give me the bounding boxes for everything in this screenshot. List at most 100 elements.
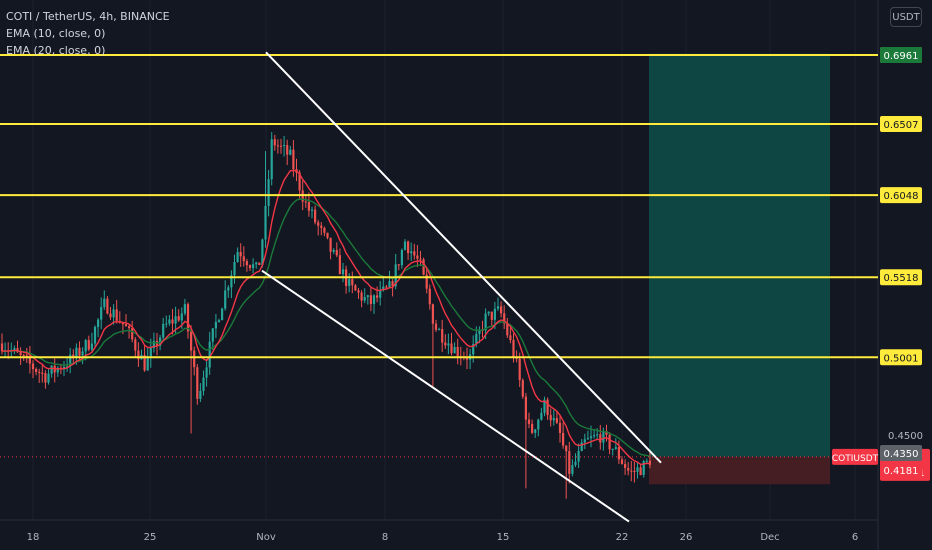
candle-body (239, 251, 242, 257)
level-label-box (880, 349, 922, 366)
candle-body (568, 451, 571, 474)
candle-body (124, 324, 128, 327)
candle-body (397, 264, 400, 266)
candle-body (31, 363, 35, 370)
target-zone[interactable] (649, 53, 830, 457)
candle-body (500, 306, 503, 314)
candle-body (171, 319, 174, 324)
currency-unit-button[interactable]: USDT (890, 7, 922, 27)
chart-title: COTI / TetherUS, 4h, BINANCE (6, 10, 170, 23)
candle-body (128, 326, 131, 329)
candle-body (236, 251, 239, 262)
candle-body (565, 445, 568, 452)
candle-body (248, 265, 252, 269)
x-tick-label: 18 (27, 532, 40, 543)
candle-body (512, 340, 515, 357)
candle-body (400, 249, 403, 266)
candle-body (121, 322, 124, 325)
candle-body (258, 262, 261, 266)
candle-body (620, 459, 624, 464)
candle-body (47, 373, 50, 383)
candle-body (66, 366, 69, 368)
candle-body (298, 172, 301, 191)
candle-body (273, 139, 276, 146)
candle-body (264, 205, 267, 240)
candle-body (13, 348, 16, 351)
candle-body (152, 340, 155, 348)
candle-body (38, 371, 41, 373)
candle-body (146, 357, 149, 371)
x-tick-label: Dec (760, 532, 779, 543)
candle-body (338, 255, 341, 275)
candle-body (524, 396, 527, 420)
candle-body (90, 343, 93, 350)
candle-body (608, 434, 611, 450)
channel-upper-line[interactable] (265, 51, 662, 464)
candle-body (521, 380, 524, 397)
candle-body (531, 423, 534, 433)
candle-body (242, 256, 245, 262)
candle-body (450, 343, 453, 354)
candle-body (555, 418, 558, 423)
candle-body (304, 201, 307, 203)
candle-body (534, 429, 537, 433)
candle-body (131, 328, 134, 340)
candle-body (217, 320, 221, 322)
candle-body (366, 295, 369, 298)
candle-body (642, 461, 645, 476)
stop-label-box (880, 462, 922, 478)
entry-label: 0.4350 (884, 449, 919, 460)
candle-body (431, 304, 434, 324)
channel-lower-line[interactable] (261, 269, 630, 523)
candle-body (289, 149, 292, 155)
candle-body (221, 308, 224, 321)
candle-body (177, 316, 180, 321)
candle-body (112, 309, 115, 318)
candle-body (580, 442, 583, 451)
ema10-line (1, 169, 650, 466)
candle-body (137, 350, 140, 360)
candle-body (208, 341, 211, 368)
candle-body (360, 292, 363, 301)
candle-body (627, 467, 630, 471)
candle-body (639, 467, 642, 476)
candle-body (630, 470, 633, 472)
candle-body (341, 269, 345, 275)
candle-body (589, 436, 593, 439)
candle-body (419, 258, 422, 260)
candle-body (416, 255, 419, 259)
candle-body (230, 275, 233, 288)
candle-body (379, 289, 382, 298)
candle-body (41, 372, 44, 374)
candle-body (434, 323, 438, 330)
x-tick-label: Nov (256, 532, 276, 543)
candle-body (645, 460, 648, 462)
candle-body (648, 460, 651, 465)
stop-zone[interactable] (649, 456, 830, 485)
candle-body (503, 313, 506, 324)
candle-body (205, 367, 208, 378)
level-label-box (880, 187, 922, 204)
candle-body (472, 344, 475, 355)
candle-body (428, 288, 431, 305)
candle-body (109, 313, 112, 318)
candle-body (28, 355, 31, 364)
candle-body (558, 422, 562, 433)
level-label: 0.6048 (884, 191, 919, 202)
candle-body (97, 319, 100, 327)
candle-body (453, 346, 456, 354)
candle-body (317, 222, 320, 226)
candle-body (292, 149, 295, 170)
level-label: 0.5518 (884, 273, 919, 284)
candle-body (543, 399, 546, 413)
candle-body (19, 352, 22, 356)
candle-body (276, 145, 279, 147)
candle-body (527, 419, 531, 424)
candle-body (509, 335, 512, 341)
candle-body (537, 419, 540, 430)
candle-body (310, 209, 314, 211)
candle-body (115, 309, 118, 321)
candle-body (540, 412, 543, 420)
candle-body (490, 311, 493, 320)
